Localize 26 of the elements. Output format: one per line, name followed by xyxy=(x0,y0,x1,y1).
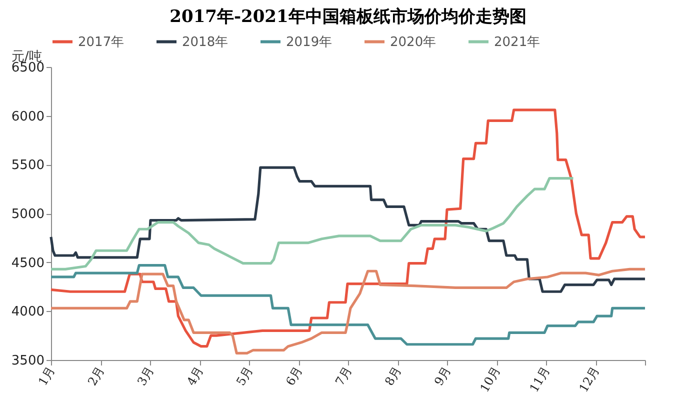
legend-label: 2017年 xyxy=(78,34,124,50)
x-tick-label: 6月 xyxy=(283,364,306,388)
y-tick-label: 6000 xyxy=(11,109,44,124)
x-tick-label: 12月 xyxy=(576,364,602,395)
line-series xyxy=(50,108,646,348)
legend-label: 2019年 xyxy=(286,34,332,50)
x-tick-label: 11月 xyxy=(526,364,553,395)
chart-title: 2017年-2021年中国箱板纸市场价均价走势图 xyxy=(170,7,526,27)
x-tick-label: 5月 xyxy=(234,364,256,388)
x-tick-label: 2月 xyxy=(85,364,108,388)
x-tick-label: 7月 xyxy=(332,364,355,388)
y-tick-label: 5500 xyxy=(11,158,44,174)
y-tick-label: 6500 xyxy=(11,60,44,76)
legend-label: 2020年 xyxy=(390,34,436,50)
x-tick-label: 8月 xyxy=(382,364,404,388)
legend-label: 2018年 xyxy=(182,34,228,50)
x-tick-label: 4月 xyxy=(184,364,206,388)
y-tick-label: 5000 xyxy=(11,207,44,222)
line-series xyxy=(50,166,646,293)
line-series xyxy=(50,177,575,270)
x-tick-label: 10月 xyxy=(477,364,504,395)
legend-label: 2021年 xyxy=(494,34,540,50)
x-tick-label: 9月 xyxy=(432,364,454,388)
y-tick-label: 4500 xyxy=(11,256,44,271)
x-tick-label: 3月 xyxy=(134,364,157,388)
y-tick-label: 4000 xyxy=(11,304,44,320)
